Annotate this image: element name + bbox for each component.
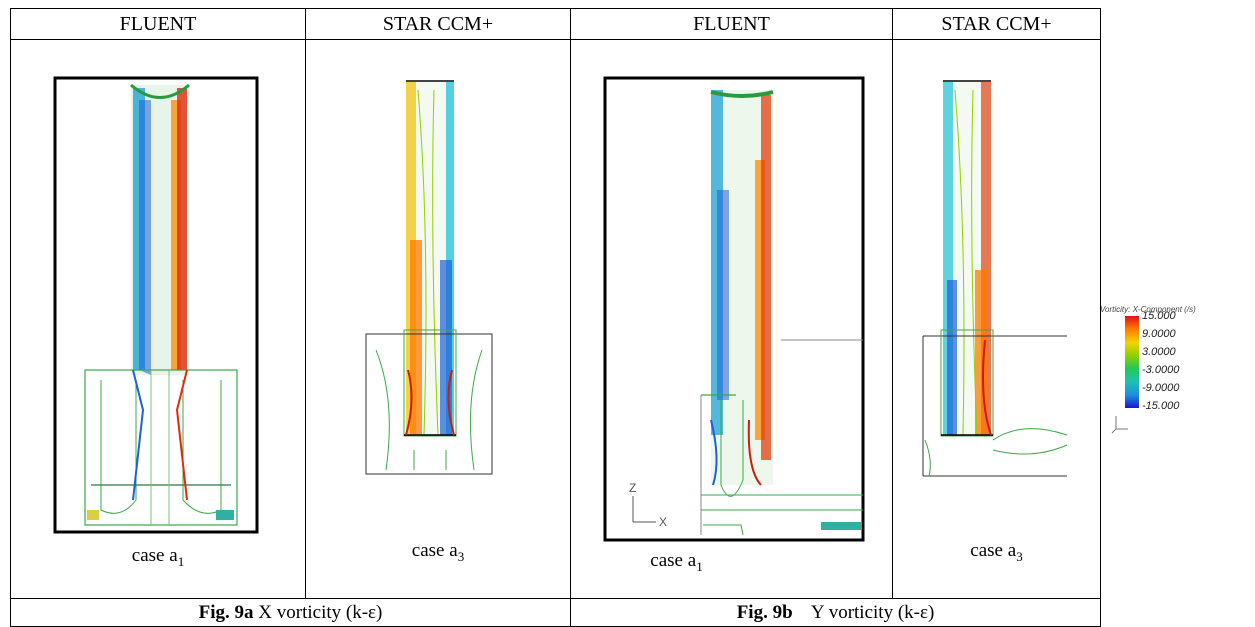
axis-x-label: X	[659, 515, 667, 529]
header-starccm-a: STAR CCM+	[305, 8, 571, 40]
header-fluent-a: FLUENT	[10, 8, 306, 40]
case-label-a1: case a1	[131, 545, 185, 569]
panel-starccm-a: case a3	[305, 39, 571, 599]
header-fluent-b: FLUENT	[570, 8, 893, 40]
legend-label: 3.0000	[1142, 346, 1176, 358]
contour-plot-fluent-a	[53, 76, 259, 534]
legend-label: -3.0000	[1142, 364, 1180, 376]
header-starccm-b: STAR CCM+	[892, 8, 1101, 40]
case-label-b1: case a1	[650, 550, 703, 574]
case-label-b3: case a3	[970, 540, 1023, 564]
legend-label: -15.000	[1142, 400, 1180, 412]
legend-color-bar	[1125, 316, 1139, 408]
axes-triad-icon	[1111, 416, 1128, 434]
axis-z-label: Z	[629, 481, 636, 495]
caption-fig9a: Fig. 9a X vorticity (k-ε)	[10, 598, 571, 627]
panel-starccm-b: case a3	[892, 39, 1101, 599]
color-legend: Vorticity: X-Component (/s) 15.000 9.000…	[1100, 305, 1255, 440]
caption-fig9b: Fig. 9b Y vorticity (k-ε)	[570, 598, 1101, 627]
panel-fluent-a: case a1	[10, 39, 306, 599]
contour-plot-starccm-a	[365, 80, 493, 475]
contour-plot-fluent-b: Z X	[603, 76, 865, 542]
legend-label: 15.000	[1142, 310, 1176, 322]
legend-label: 9.0000	[1142, 328, 1176, 340]
legend-label: -9.0000	[1142, 382, 1180, 394]
panel-fluent-b: Z X case a1	[570, 39, 893, 599]
case-label-a3: case a3	[411, 540, 465, 564]
contour-plot-starccm-b	[922, 80, 1068, 477]
figure-table: FLUENT STAR CCM+ FLUENT STAR CCM+	[10, 8, 1101, 627]
legend-title: Vorticity: X-Component (/s)	[1100, 305, 1196, 314]
